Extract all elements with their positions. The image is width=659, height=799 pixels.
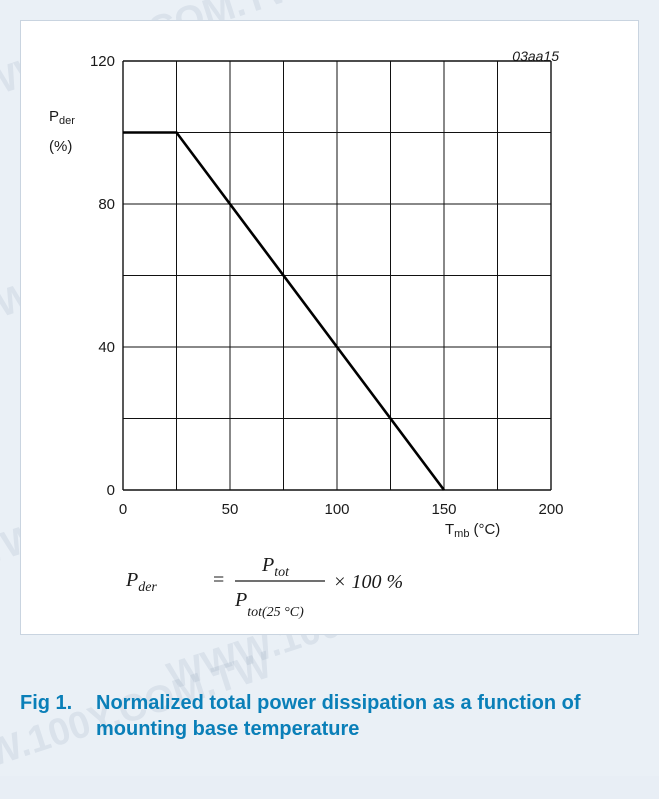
y-tick-label-3: 120 — [90, 53, 115, 70]
formula-numerator: Ptot — [261, 554, 290, 580]
formula-lhs-subscript: der — [138, 580, 157, 595]
x-tick-label-3: 150 — [431, 501, 456, 518]
grid — [122, 60, 552, 491]
formula-denominator: Ptot(25 °C) — [234, 589, 304, 620]
formula-lhs: Pder — [125, 569, 157, 595]
formula-numerator-subscript: tot — [274, 565, 290, 580]
x-tick-label-4: 200 — [538, 501, 563, 518]
y-tick-label-1: 40 — [98, 339, 115, 356]
x-axis-label: Tmb (°C) — [445, 521, 500, 540]
formula-denominator-symbol: P — [234, 589, 247, 611]
x-tick-label-2: 100 — [324, 501, 349, 518]
series-line-0 — [123, 131, 446, 491]
y-axis-subscript: der — [59, 115, 75, 127]
x-axis-unit: (°C) — [473, 521, 500, 538]
reference-code: 03aa15 — [512, 48, 559, 64]
x-axis-subscript: mb — [454, 528, 469, 540]
formula-denominator-subscript: tot(25 °C) — [247, 605, 304, 620]
formula-suffix: × 100 % — [333, 571, 403, 593]
formula: Pder = Ptot Ptot(25 °C) × 100 % — [125, 554, 403, 620]
formula-equals: = — [213, 569, 224, 591]
formula-numerator-symbol: P — [261, 554, 274, 576]
x-axis-symbol: T — [445, 521, 454, 538]
figure-panel: WWW.100Y.COM.TWWWW.100Y.COM.TWWWW.100Y.C… — [0, 0, 639, 799]
x-tick-label-1: 50 — [222, 501, 239, 518]
caption-number: Fig 1. — [20, 692, 73, 714]
y-axis-unit: (%) — [49, 138, 72, 155]
x-tick-label-0: 0 — [119, 501, 127, 518]
series-layer — [123, 131, 446, 491]
y-tick-label-0: 0 — [107, 482, 115, 499]
formula-lhs-symbol: P — [125, 569, 138, 591]
chart-frame: 0 50 100 150 200 0 40 80 120 03aa15 Pder (%) Tmb… — [20, 20, 639, 635]
derating-chart: 0 50 100 150 200 0 40 80 120 03aa15 Pder (%) Tmb… — [49, 48, 564, 620]
tick-labels: 0 50 100 150 200 0 40 80 120 — [90, 53, 564, 518]
y-axis-label: Pder — [49, 108, 75, 127]
y-axis-symbol: P — [49, 108, 59, 125]
caption-text: Normalized total power dissipation as a … — [96, 692, 581, 740]
y-tick-label-2: 80 — [98, 196, 115, 213]
